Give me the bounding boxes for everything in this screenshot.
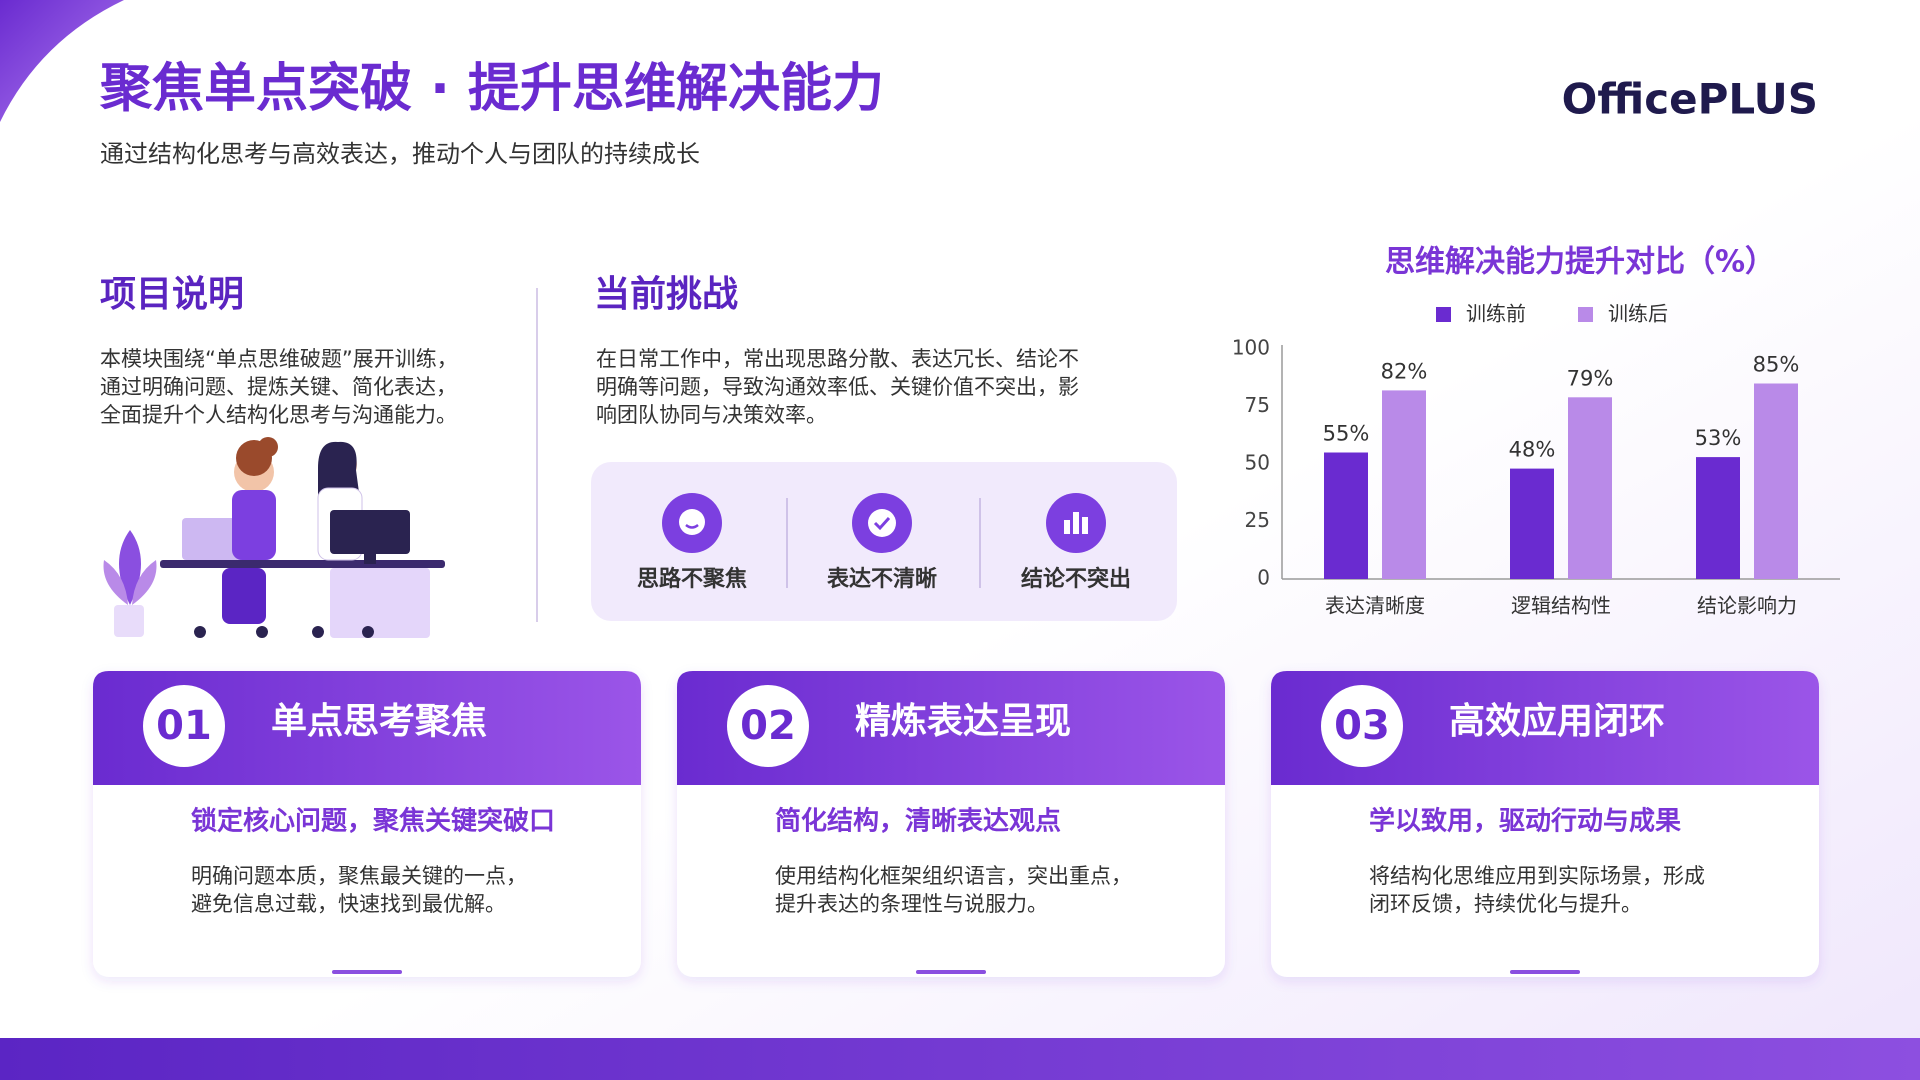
challenge-item: 表达不清晰 xyxy=(827,566,937,592)
page-title: 聚焦单点突破 · 提升思维解决能力 xyxy=(99,59,884,119)
section-title: 当前挑战 xyxy=(594,274,738,315)
card-accent xyxy=(916,970,986,974)
logo: OfficePLUS xyxy=(1562,75,1818,124)
legend-label: 训练后 xyxy=(1608,302,1668,326)
body-text: 在日常工作中，常出现思路分散、表达冗长、结论不 xyxy=(596,347,1079,371)
body-text: 明确问题本质，聚焦最关键的一点， xyxy=(191,864,527,888)
card-accent xyxy=(332,970,402,974)
icon xyxy=(1046,493,1106,553)
number-badge xyxy=(727,685,809,767)
challenge-item: 结论不突出 xyxy=(1021,566,1131,592)
card-number: 03 xyxy=(1334,703,1390,749)
corner-decoration xyxy=(0,0,124,122)
illustration xyxy=(103,437,445,638)
legend-swatch xyxy=(1578,307,1593,322)
card-header xyxy=(93,671,641,785)
card-subtitle: 简化结构，清晰表达观点 xyxy=(775,806,1061,837)
body-text: 通过明确问题、提炼关键、简化表达， xyxy=(100,375,457,399)
body-text: 避免信息过载，快速找到最优解。 xyxy=(191,892,506,916)
card-title: 单点思考聚焦 xyxy=(271,701,487,742)
card-title: 精炼表达呈现 xyxy=(855,701,1071,742)
x-tick-label: 结论影响力 xyxy=(1697,594,1797,618)
card: 03 高效应用闭环学以致用，驱动行动与成果将结构化思维应用到实际场景，形成闭环反馈… xyxy=(1271,671,1819,977)
chart-title: 思维解决能力提升对比（%） xyxy=(1385,245,1775,280)
body-text: 将结构化思维应用到实际场景，形成 xyxy=(1369,864,1705,888)
bar xyxy=(1324,452,1368,579)
y-tick-label: 50 xyxy=(1245,451,1270,475)
value-label: 55% xyxy=(1323,422,1370,446)
body-text: 响团队协同与决策效率。 xyxy=(596,403,827,427)
number-badge xyxy=(143,685,225,767)
card-number: 02 xyxy=(740,703,796,749)
bar xyxy=(1568,397,1612,579)
bar xyxy=(1382,390,1426,579)
card-header xyxy=(1271,671,1819,785)
icon xyxy=(662,493,722,553)
x-tick-label: 表达清晰度 xyxy=(1325,594,1425,618)
body-text: 本模块围绕“单点思维破题”展开训练， xyxy=(100,347,458,371)
body-text: 使用结构化框架组织语言，突出重点， xyxy=(775,864,1132,888)
bar xyxy=(1696,457,1740,579)
body-text: 全面提升个人结构化思考与沟通能力。 xyxy=(100,403,457,427)
page-subtitle: 通过结构化思考与高效表达，推动个人与团队的持续成长 xyxy=(100,140,700,168)
y-tick-label: 100 xyxy=(1232,336,1270,360)
card-subtitle: 学以致用，驱动行动与成果 xyxy=(1369,806,1681,837)
y-tick-label: 75 xyxy=(1245,393,1270,417)
number-badge xyxy=(1321,685,1403,767)
legend-swatch xyxy=(1436,307,1451,322)
card-header xyxy=(677,671,1225,785)
y-tick-label: 25 xyxy=(1245,508,1270,532)
body-text: 提升表达的条理性与说服力。 xyxy=(775,892,1048,916)
card-subtitle: 锁定核心问题，聚焦关键突破口 xyxy=(191,806,555,837)
value-label: 53% xyxy=(1695,426,1742,450)
value-label: 85% xyxy=(1753,353,1800,377)
challenge-item: 思路不聚焦 xyxy=(637,566,747,592)
section-title: 项目说明 xyxy=(100,274,244,315)
value-label: 82% xyxy=(1381,359,1428,383)
y-tick-label: 0 xyxy=(1257,566,1270,590)
card-title: 高效应用闭环 xyxy=(1449,701,1665,742)
value-label: 48% xyxy=(1509,438,1556,462)
icon xyxy=(852,493,912,553)
x-tick-label: 逻辑结构性 xyxy=(1511,594,1611,618)
body-text: 闭环反馈，持续优化与提升。 xyxy=(1369,892,1642,916)
footer-band xyxy=(0,1038,1920,1080)
card-number: 01 xyxy=(156,703,212,749)
body-text: 明确等问题，导致沟通效率低、关键价值不突出，影 xyxy=(596,375,1079,399)
bar xyxy=(1754,383,1798,579)
value-label: 79% xyxy=(1567,366,1614,390)
legend-label: 训练前 xyxy=(1466,302,1526,326)
bar xyxy=(1510,468,1554,579)
card-accent xyxy=(1510,970,1580,974)
